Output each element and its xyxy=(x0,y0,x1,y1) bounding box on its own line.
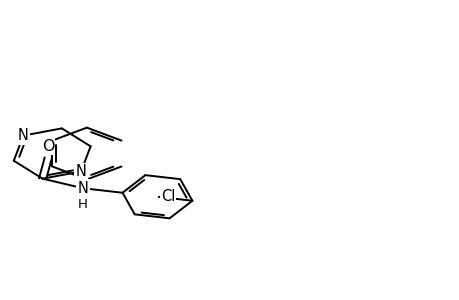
Text: Cl: Cl xyxy=(161,189,175,204)
Text: N: N xyxy=(18,128,29,143)
Text: O: O xyxy=(42,139,55,154)
Text: H: H xyxy=(78,198,88,211)
Text: N: N xyxy=(75,164,86,179)
Text: N: N xyxy=(78,181,89,196)
